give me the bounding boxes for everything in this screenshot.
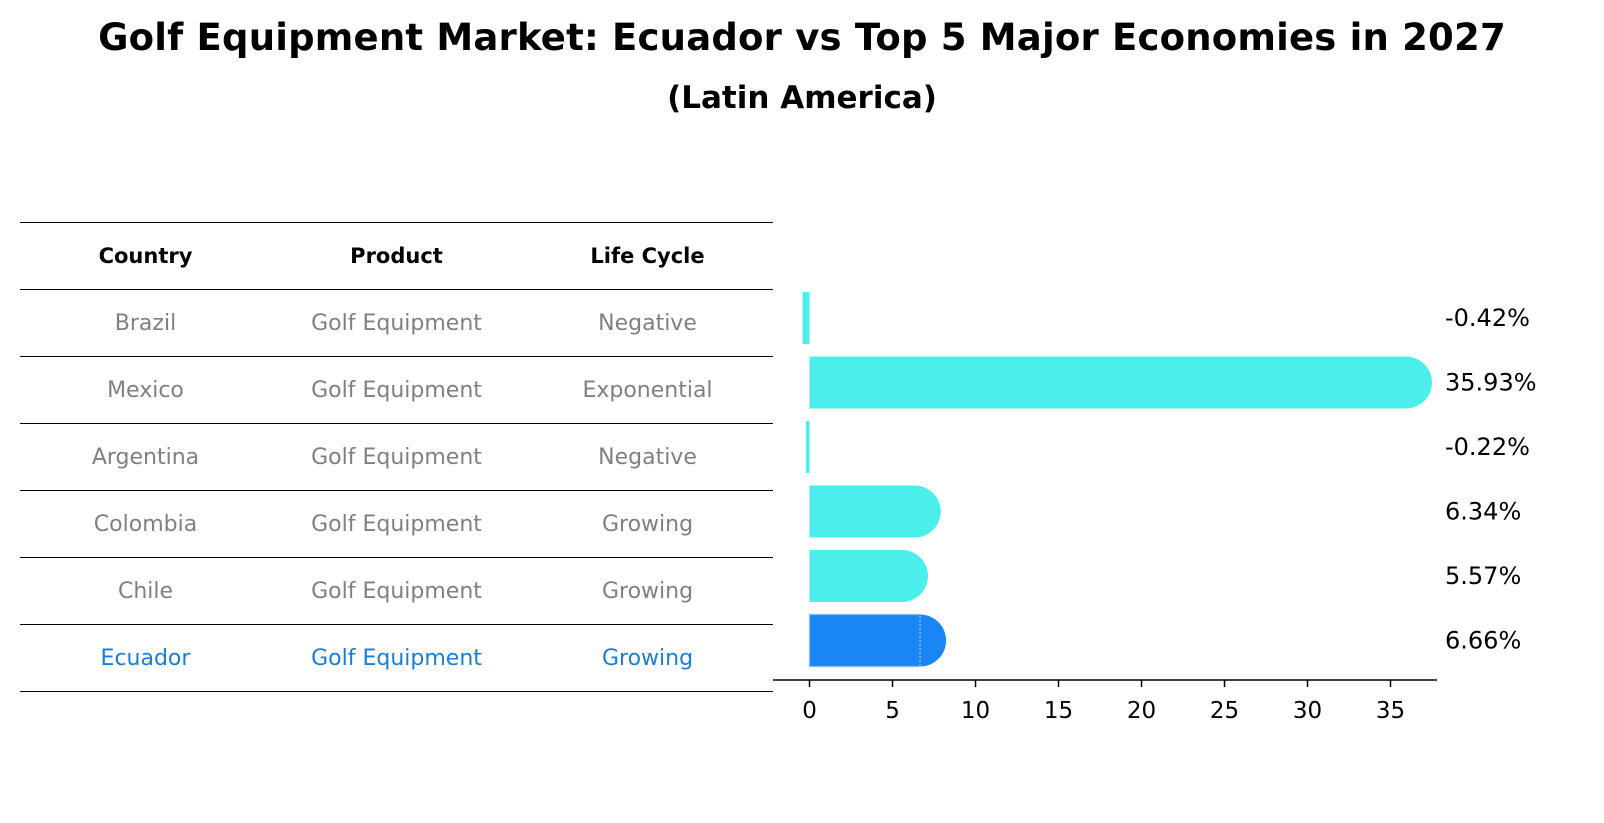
value-labels-layer: -0.42% 35.93% -0.22% 6.34% 5.57% 6.66% [1445,304,1537,655]
x-tick-label: 15 [1044,698,1073,724]
x-tick-label: 20 [1127,698,1156,724]
bar-colombia [809,485,941,538]
value-label-mexico: 35.93% [1445,369,1537,397]
table-row: Colombia Golf Equipment Growing [20,490,773,558]
bar-mexico [809,356,1432,409]
cell-country: Argentina [20,423,271,491]
cell-country: Brazil [20,289,271,357]
bars-layer [802,292,1432,668]
cell-country: Mexico [20,356,271,424]
cell-product: Golf Equipment [271,423,522,491]
cell-life-cycle: Growing [522,624,773,692]
cell-country: Colombia [20,490,271,558]
cell-product: Golf Equipment [271,624,522,692]
table-row-highlight: Ecuador Golf Equipment Growing [20,624,773,692]
bar-brazil [802,292,810,344]
chart-title: Golf Equipment Market: Ecuador vs Top 5 … [98,16,1506,59]
header-country: Country [20,222,271,290]
bar-highlight-outline [808,613,921,668]
table-row: Argentina Golf Equipment Negative [20,423,773,491]
table-row: Brazil Golf Equipment Negative [20,289,773,357]
cell-country: Chile [20,557,271,625]
x-tick-label: 5 [885,698,900,724]
cell-country: Ecuador [20,624,271,692]
value-label-argentina: -0.22% [1445,433,1530,461]
x-tick-label: 10 [961,698,990,724]
value-label-chile: 5.57% [1445,562,1521,590]
x-tick-label: 30 [1293,698,1322,724]
cell-product: Golf Equipment [271,289,522,357]
value-label-ecuador: 6.66% [1445,627,1521,655]
bar-argentina [805,421,810,473]
bar-chile [809,550,928,602]
table-row: Chile Golf Equipment Growing [20,557,773,625]
cell-product: Golf Equipment [271,356,522,424]
table-row: Mexico Golf Equipment Exponential [20,356,773,424]
life-cycle-table: Country Product Life Cycle Brazil Golf E… [20,222,773,692]
header-product: Product [271,222,522,290]
cell-product: Golf Equipment [271,490,522,558]
bar-chart: -0.42% 35.93% -0.22% 6.34% 5.57% 6.66% 0 5 10 15… [773,292,1537,724]
cell-life-cycle: Growing [522,557,773,625]
header-life-cycle: Life Cycle [522,222,773,290]
value-label-brazil: -0.42% [1445,304,1530,332]
table-header-row: Country Product Life Cycle [20,222,773,290]
cell-life-cycle: Negative [522,289,773,357]
chart-subtitle: (Latin America) [667,80,937,116]
bar-ecuador [809,614,947,667]
cell-life-cycle: Exponential [522,356,773,424]
x-tick-label: 35 [1376,698,1405,724]
cell-life-cycle: Negative [522,423,773,491]
x-tick-label: 25 [1210,698,1239,724]
value-label-colombia: 6.34% [1445,498,1521,526]
cell-life-cycle: Growing [522,490,773,558]
x-tick-label: 0 [802,698,817,724]
cell-product: Golf Equipment [271,557,522,625]
x-axis: 0 5 10 15 20 25 30 35 [773,679,1437,724]
